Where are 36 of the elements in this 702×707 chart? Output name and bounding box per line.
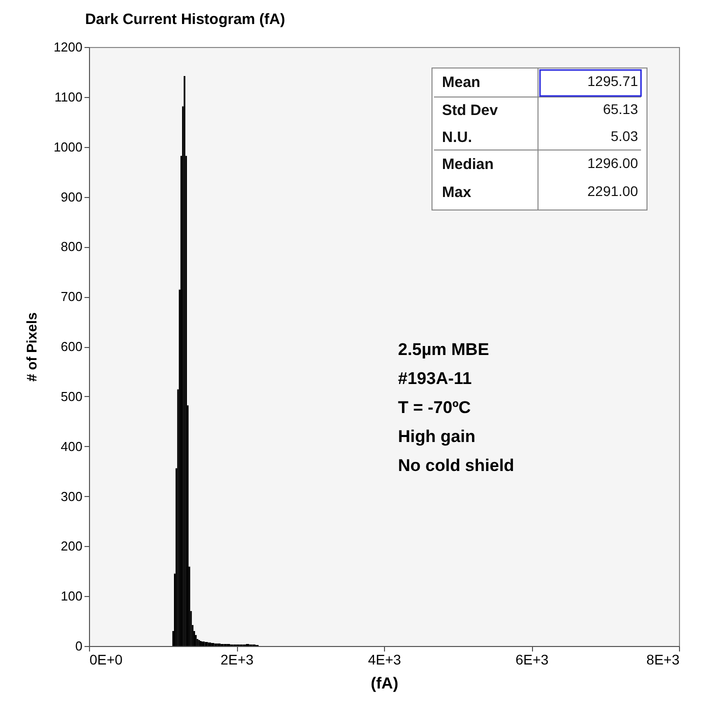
x-tick-label: 0E+0 (90, 652, 123, 668)
annotation: 1296.00 (587, 155, 638, 171)
annotation: Std Dev (442, 102, 499, 119)
annotation: 2.5µm MBE (398, 340, 490, 359)
y-tick-label: 1100 (54, 89, 82, 104)
y-tick-label: 400 (60, 438, 82, 454)
annotation: 65.13 (602, 101, 638, 117)
y-tick-label: 1000 (54, 139, 82, 154)
y-tick-label: 800 (60, 239, 82, 254)
y-tick-label: 900 (60, 189, 82, 204)
annotation: 2291.00 (587, 183, 638, 199)
y-tick-label: 600 (60, 339, 82, 354)
annotation: 1295.71 (587, 73, 638, 89)
annotation: High gain (398, 427, 476, 446)
x-tick-label: 4E+3 (368, 652, 402, 668)
y-tick-label: 200 (60, 538, 82, 554)
annotation: No cold shield (398, 456, 514, 475)
y-tick-label: 500 (60, 388, 82, 404)
x-axis-title: (fA) (370, 676, 398, 692)
y-tick-label: 300 (60, 488, 82, 504)
annotation: #193A-11 (398, 369, 472, 388)
y-tick-label: 1200 (54, 40, 82, 54)
annotation: 5.03 (610, 128, 638, 144)
annotation: Mean (442, 74, 480, 91)
x-tick-label: 6E+3 (515, 652, 549, 668)
chart-title: Dark Current Histogram (fA) (85, 11, 286, 28)
y-axis-title: # of Pixels (24, 312, 40, 382)
y-tick-label: 700 (60, 289, 82, 304)
x-tick-label: 8E+3 (646, 652, 680, 668)
y-tick-label: 0 (75, 638, 82, 654)
y-tick-label: 100 (60, 588, 82, 604)
annotation: T = -70ºC (398, 398, 471, 417)
x-tick-label: 2E+3 (220, 652, 254, 668)
annotation: Median (442, 156, 494, 173)
annotation: Max (442, 184, 472, 201)
annotation: N.U. (442, 129, 472, 146)
